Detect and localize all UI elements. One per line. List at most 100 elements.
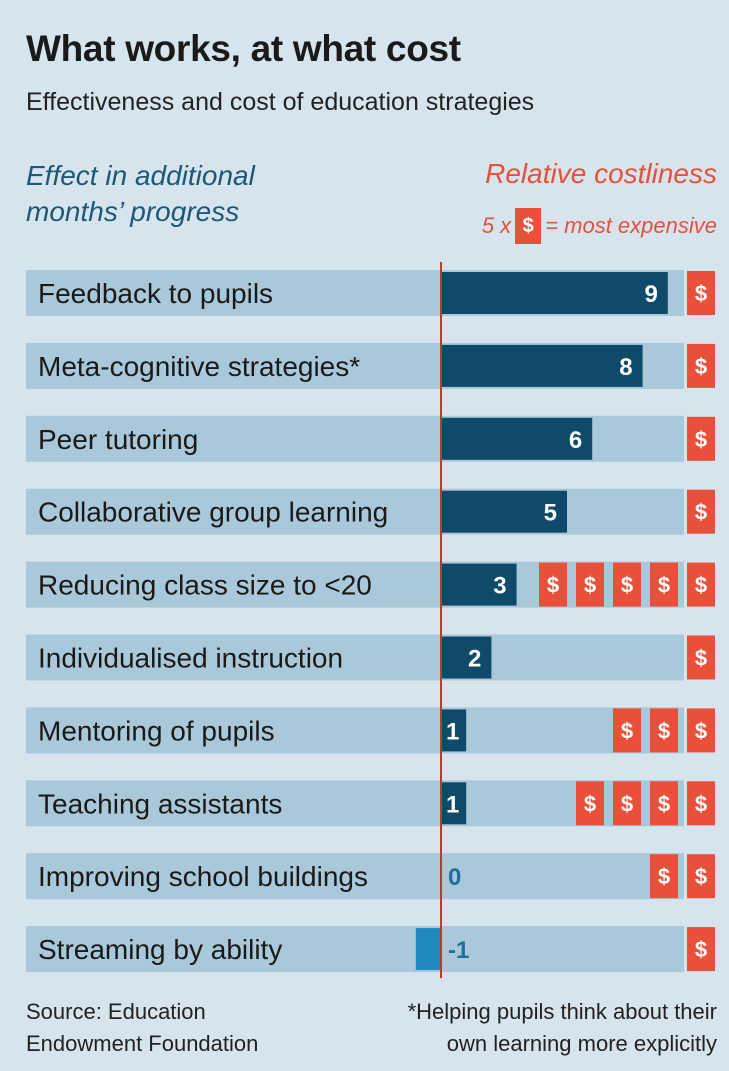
chart-row: Collaborative group learning 5 $ xyxy=(26,488,715,535)
chart-row: Peer tutoring 6 $ xyxy=(26,415,715,462)
cost-box xyxy=(650,562,678,607)
cost-box xyxy=(687,416,715,461)
source-note: Source: Education Endowment Foundation xyxy=(26,996,258,1060)
category-label: Meta-cognitive strategies* xyxy=(38,351,360,382)
cost-dollar-icon: $ xyxy=(613,708,641,753)
row-band xyxy=(26,926,684,973)
effect-bar xyxy=(441,344,643,387)
category-label: Streaming by ability xyxy=(38,934,282,965)
dollar-icon: $ xyxy=(515,208,542,244)
effect-bar xyxy=(441,417,593,460)
value-label: 5 xyxy=(544,500,557,527)
cost-symbol: $ xyxy=(695,573,707,598)
cost-dollar-icon: $ xyxy=(687,635,715,680)
category-label: Collaborative group learning xyxy=(38,497,388,528)
cost-box xyxy=(613,781,641,826)
row-band xyxy=(26,634,684,681)
cost-axis-header: Relative costliness xyxy=(485,158,717,189)
row-band xyxy=(26,488,684,535)
chart-row: Feedback to pupils 9 $ xyxy=(26,270,715,316)
value-label: 2 xyxy=(468,646,481,673)
effect-bar xyxy=(441,490,567,533)
cost-symbol: $ xyxy=(658,791,670,816)
effect-bar xyxy=(441,709,467,752)
category-label: Reducing class size to <20 xyxy=(38,570,372,601)
cost-dollar-icon: $ xyxy=(687,271,715,315)
cost-symbol: $ xyxy=(695,354,707,379)
cost-box xyxy=(687,562,715,607)
value-label: 1 xyxy=(446,791,459,818)
effect-header-line2: months’ progress xyxy=(26,196,240,227)
chart-row: Individualised instruction 2 $ xyxy=(26,634,715,681)
effect-bar xyxy=(441,636,492,679)
cost-dollar-icon: $ xyxy=(539,562,567,607)
cost-dollar-icon: $ xyxy=(687,781,715,826)
value-label: 8 xyxy=(619,354,632,381)
source-line1: Source: Education xyxy=(26,999,206,1024)
category-label: Feedback to pupils xyxy=(38,278,273,309)
chart-title: What works, at what cost xyxy=(26,28,461,69)
cost-symbol: $ xyxy=(695,281,707,306)
cost-dollar-icon: $ xyxy=(576,781,604,826)
value-label: 3 xyxy=(493,573,506,600)
footnote: *Helping pupils think about their own le… xyxy=(408,996,717,1060)
cost-box xyxy=(576,781,604,826)
category-label: Improving school buildings xyxy=(38,861,368,892)
cost-symbol: $ xyxy=(547,573,559,598)
cost-box xyxy=(687,489,715,534)
chart-row: Teaching assistants 1 $ $ $ $ xyxy=(26,780,715,827)
cost-box xyxy=(687,343,715,388)
cost-symbol: $ xyxy=(695,791,707,816)
footnote-line2: own learning more explicitly xyxy=(446,1031,717,1056)
cost-box xyxy=(687,635,715,680)
row-band xyxy=(26,707,684,754)
effect-bar xyxy=(415,928,441,971)
cost-symbol: $ xyxy=(658,718,670,743)
cost-symbol: $ xyxy=(695,864,707,889)
cost-symbol: $ xyxy=(695,937,707,962)
effect-header-line1: Effect in additional xyxy=(26,160,255,191)
cost-dollar-icon: $ xyxy=(650,708,678,753)
effect-bar xyxy=(441,782,467,825)
footnote-line1: *Helping pupils think about their xyxy=(407,999,717,1024)
effect-bar xyxy=(441,563,517,606)
chart-row: Streaming by ability -1 $ xyxy=(26,926,715,973)
cost-dollar-icon: $ xyxy=(687,343,715,388)
category-label: Individualised instruction xyxy=(38,643,343,674)
value-label: -1 xyxy=(448,937,469,964)
chart-row: Mentoring of pupils 1 $ $ $ xyxy=(26,707,715,754)
row-band xyxy=(26,780,684,827)
cost-symbol: $ xyxy=(621,573,633,598)
value-label: 6 xyxy=(569,427,582,454)
cost-box xyxy=(687,708,715,753)
cost-dollar-icon: $ xyxy=(687,927,715,972)
row-band xyxy=(26,561,684,608)
source-line2: Endowment Foundation xyxy=(26,1031,259,1056)
value-label: 9 xyxy=(644,281,657,308)
cost-symbol: $ xyxy=(621,718,633,743)
cost-box xyxy=(687,927,715,972)
cost-dollar-icon: $ xyxy=(613,562,641,607)
cost-symbol: $ xyxy=(695,718,707,743)
value-label: 0 xyxy=(448,864,461,891)
category-label: Teaching assistants xyxy=(38,788,282,819)
cost-dollar-icon: $ xyxy=(650,562,678,607)
effect-bar xyxy=(441,272,668,314)
effect-axis-header: Effect in additional months’ progress xyxy=(26,158,255,230)
cost-dollar-icon: $ xyxy=(650,781,678,826)
cost-dollar-icon: $ xyxy=(687,854,715,899)
chart-row: Meta-cognitive strategies* 8 $ xyxy=(26,342,715,389)
chart-subtitle: Effectiveness and cost of education stra… xyxy=(26,88,535,116)
cost-symbol: $ xyxy=(621,791,633,816)
cost-box xyxy=(539,562,567,607)
cost-dollar-icon: $ xyxy=(650,854,678,899)
cost-box xyxy=(650,854,678,899)
cost-symbol: $ xyxy=(695,500,707,525)
cost-symbol: $ xyxy=(695,646,707,671)
cost-dollar-icon: $ xyxy=(687,489,715,534)
cost-box xyxy=(687,781,715,826)
cost-legend: 5 x $ = most expensive xyxy=(482,208,717,244)
cost-symbol: $ xyxy=(658,864,670,889)
cost-box xyxy=(613,708,641,753)
